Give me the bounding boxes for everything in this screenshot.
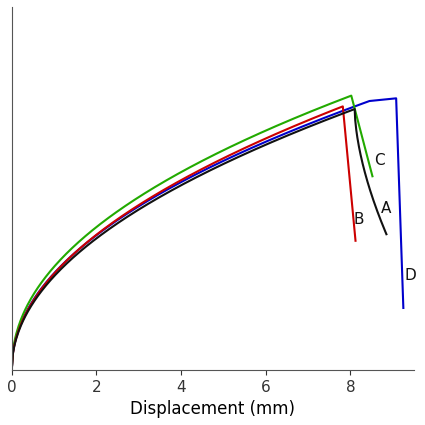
Text: D: D xyxy=(405,268,416,283)
Text: A: A xyxy=(381,201,391,216)
Text: C: C xyxy=(374,153,384,167)
Text: B: B xyxy=(354,212,364,227)
X-axis label: Displacement (mm): Displacement (mm) xyxy=(130,400,295,418)
